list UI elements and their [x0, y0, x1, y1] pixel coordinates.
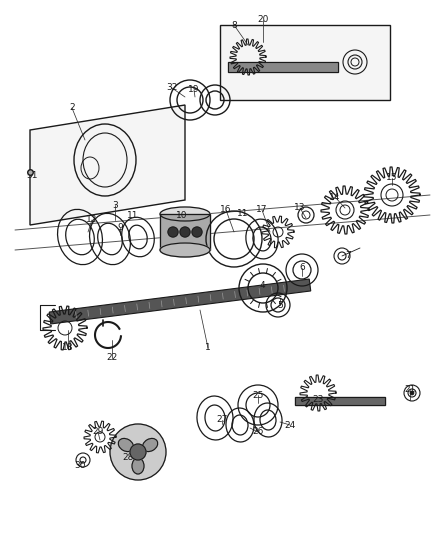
Text: 1: 1: [205, 343, 211, 352]
Ellipse shape: [132, 458, 144, 474]
Circle shape: [192, 227, 202, 237]
Text: 12: 12: [86, 215, 98, 224]
Text: 23: 23: [312, 395, 324, 405]
Ellipse shape: [143, 439, 158, 451]
Text: 2: 2: [69, 103, 75, 112]
Ellipse shape: [160, 207, 210, 221]
Polygon shape: [220, 25, 390, 100]
Text: 21: 21: [404, 385, 416, 394]
Text: 11: 11: [127, 211, 139, 220]
Text: 3: 3: [112, 200, 118, 209]
Text: 4: 4: [259, 280, 265, 289]
Text: 18: 18: [62, 343, 74, 352]
Text: 17: 17: [256, 206, 268, 214]
Circle shape: [168, 227, 178, 237]
Text: 15: 15: [386, 174, 398, 182]
Text: 31: 31: [26, 171, 38, 180]
Text: 19: 19: [188, 85, 200, 94]
Bar: [295, 397, 385, 405]
Polygon shape: [30, 105, 185, 225]
Text: 25: 25: [252, 391, 264, 400]
Text: 7: 7: [345, 251, 351, 260]
Text: 16: 16: [220, 206, 232, 214]
Text: 30: 30: [74, 461, 86, 470]
Circle shape: [110, 424, 166, 480]
Ellipse shape: [160, 243, 210, 257]
Polygon shape: [49, 279, 311, 324]
Bar: [160, 214, 210, 250]
Bar: [228, 62, 338, 72]
Text: 14: 14: [329, 192, 341, 201]
Text: 9: 9: [117, 223, 123, 232]
Bar: [295, 397, 385, 405]
Circle shape: [180, 227, 190, 237]
Text: 28: 28: [122, 454, 134, 463]
Circle shape: [410, 391, 414, 395]
Text: 11: 11: [237, 208, 249, 217]
Text: 27: 27: [216, 416, 228, 424]
Circle shape: [130, 444, 146, 460]
Bar: [160, 214, 210, 250]
Text: 22: 22: [106, 353, 118, 362]
Text: 26: 26: [252, 427, 264, 437]
Text: 20: 20: [257, 15, 268, 25]
Text: 8: 8: [231, 20, 237, 29]
Bar: [228, 62, 338, 72]
Ellipse shape: [118, 439, 134, 451]
Text: 32: 32: [166, 84, 178, 93]
Text: 24: 24: [284, 421, 296, 430]
Text: 5: 5: [277, 301, 283, 310]
Text: 13: 13: [294, 204, 306, 213]
Text: 6: 6: [299, 263, 305, 272]
Text: 29: 29: [92, 427, 104, 437]
Text: 10: 10: [176, 211, 188, 220]
